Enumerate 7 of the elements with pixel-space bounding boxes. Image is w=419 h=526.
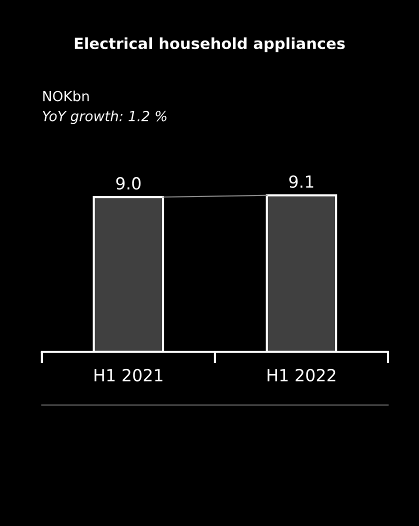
data-label: 9.1 [289, 175, 314, 188]
chart-subtitle: NOKbn [43, 90, 89, 102]
data-label: 9.0 [116, 177, 141, 190]
x-tick-label: H1 2022 [268, 368, 336, 382]
chart-title: Electrical household appliances [74, 37, 345, 52]
text: YoY growth: 1.2 % [42, 110, 166, 124]
x-tick-label: H1 2021 [94, 368, 162, 382]
